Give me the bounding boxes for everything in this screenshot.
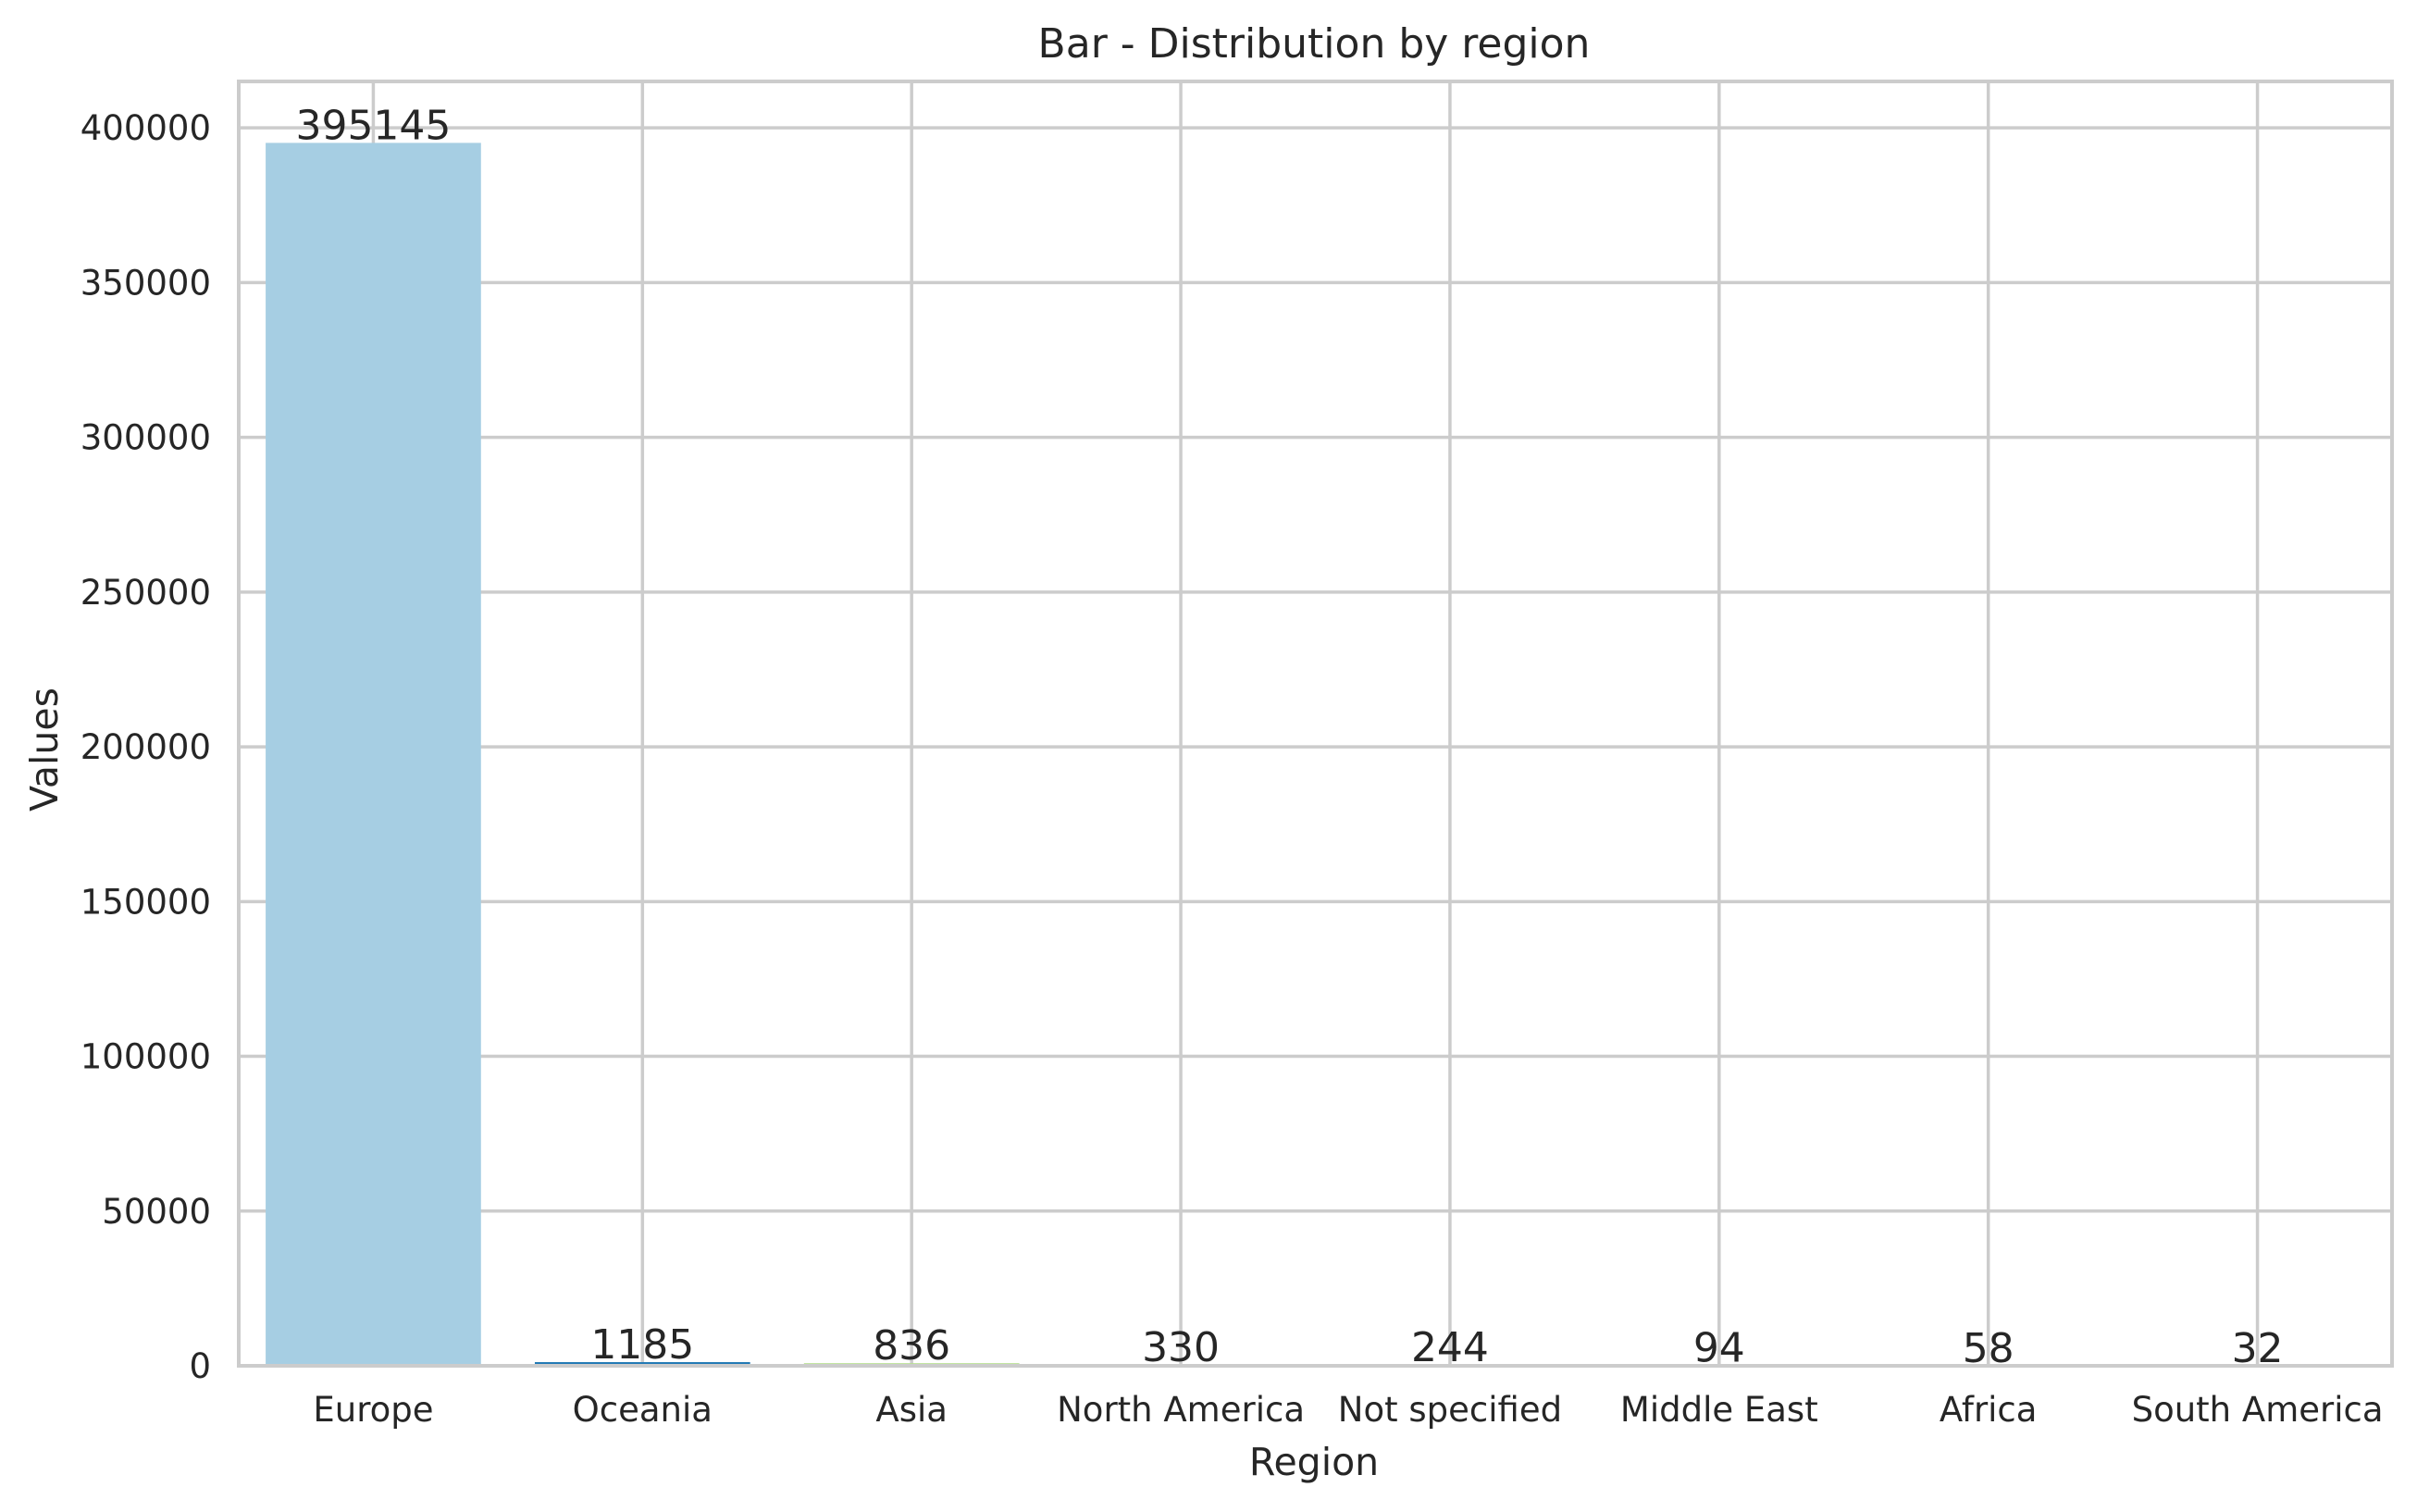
- bar-value-label: 32: [2232, 1325, 2284, 1372]
- y-tick-label: 150000: [81, 882, 211, 922]
- y-tick-label: 50000: [102, 1192, 211, 1232]
- x-axis-label: Region: [1249, 1440, 1379, 1484]
- y-tick-labels: 0 50000 100000 150000 200000 250000 300000 3500…: [81, 108, 211, 1386]
- x-tick-label: Middle East: [1620, 1390, 1818, 1430]
- data-labels: 395145 1185 836 330 244 94 58 32: [295, 102, 2283, 1371]
- x-tick-label: Not specified: [1338, 1390, 1562, 1430]
- x-tick-labels: Europe Oceania Asia North America Not specif…: [313, 1390, 2383, 1430]
- x-tick-label: Oceania: [573, 1390, 713, 1430]
- x-tick-label: South America: [2132, 1390, 2384, 1430]
- bar-value-label: 58: [1963, 1325, 2014, 1372]
- bars: [266, 143, 2365, 1366]
- bar-value-label: 244: [1411, 1324, 1489, 1371]
- bar-value-label: 94: [1693, 1325, 1745, 1372]
- y-tick-label: 100000: [81, 1037, 211, 1077]
- plot-frame: [237, 80, 2394, 1368]
- bar-value-label: 395145: [295, 102, 451, 149]
- bar: [266, 143, 481, 1366]
- bar-value-label: 836: [873, 1322, 950, 1369]
- y-axis-label: Values: [22, 688, 67, 812]
- y-tick-label: 250000: [81, 573, 211, 613]
- y-tick-label: 400000: [81, 108, 211, 148]
- x-tick-label: North America: [1057, 1390, 1305, 1430]
- x-tick-label: Asia: [875, 1390, 948, 1430]
- x-tick-label: Europe: [313, 1390, 433, 1430]
- y-tick-label: 200000: [81, 727, 211, 767]
- bar-value-label: 330: [1142, 1324, 1220, 1371]
- chart-title: Bar - Distribution by region: [1038, 20, 1591, 68]
- y-tick-label: 0: [189, 1346, 211, 1386]
- x-tick-label: Africa: [1940, 1390, 2038, 1430]
- y-tick-label: 350000: [81, 263, 211, 303]
- bar-value-label: 1185: [590, 1321, 694, 1369]
- y-tick-label: 300000: [81, 418, 211, 458]
